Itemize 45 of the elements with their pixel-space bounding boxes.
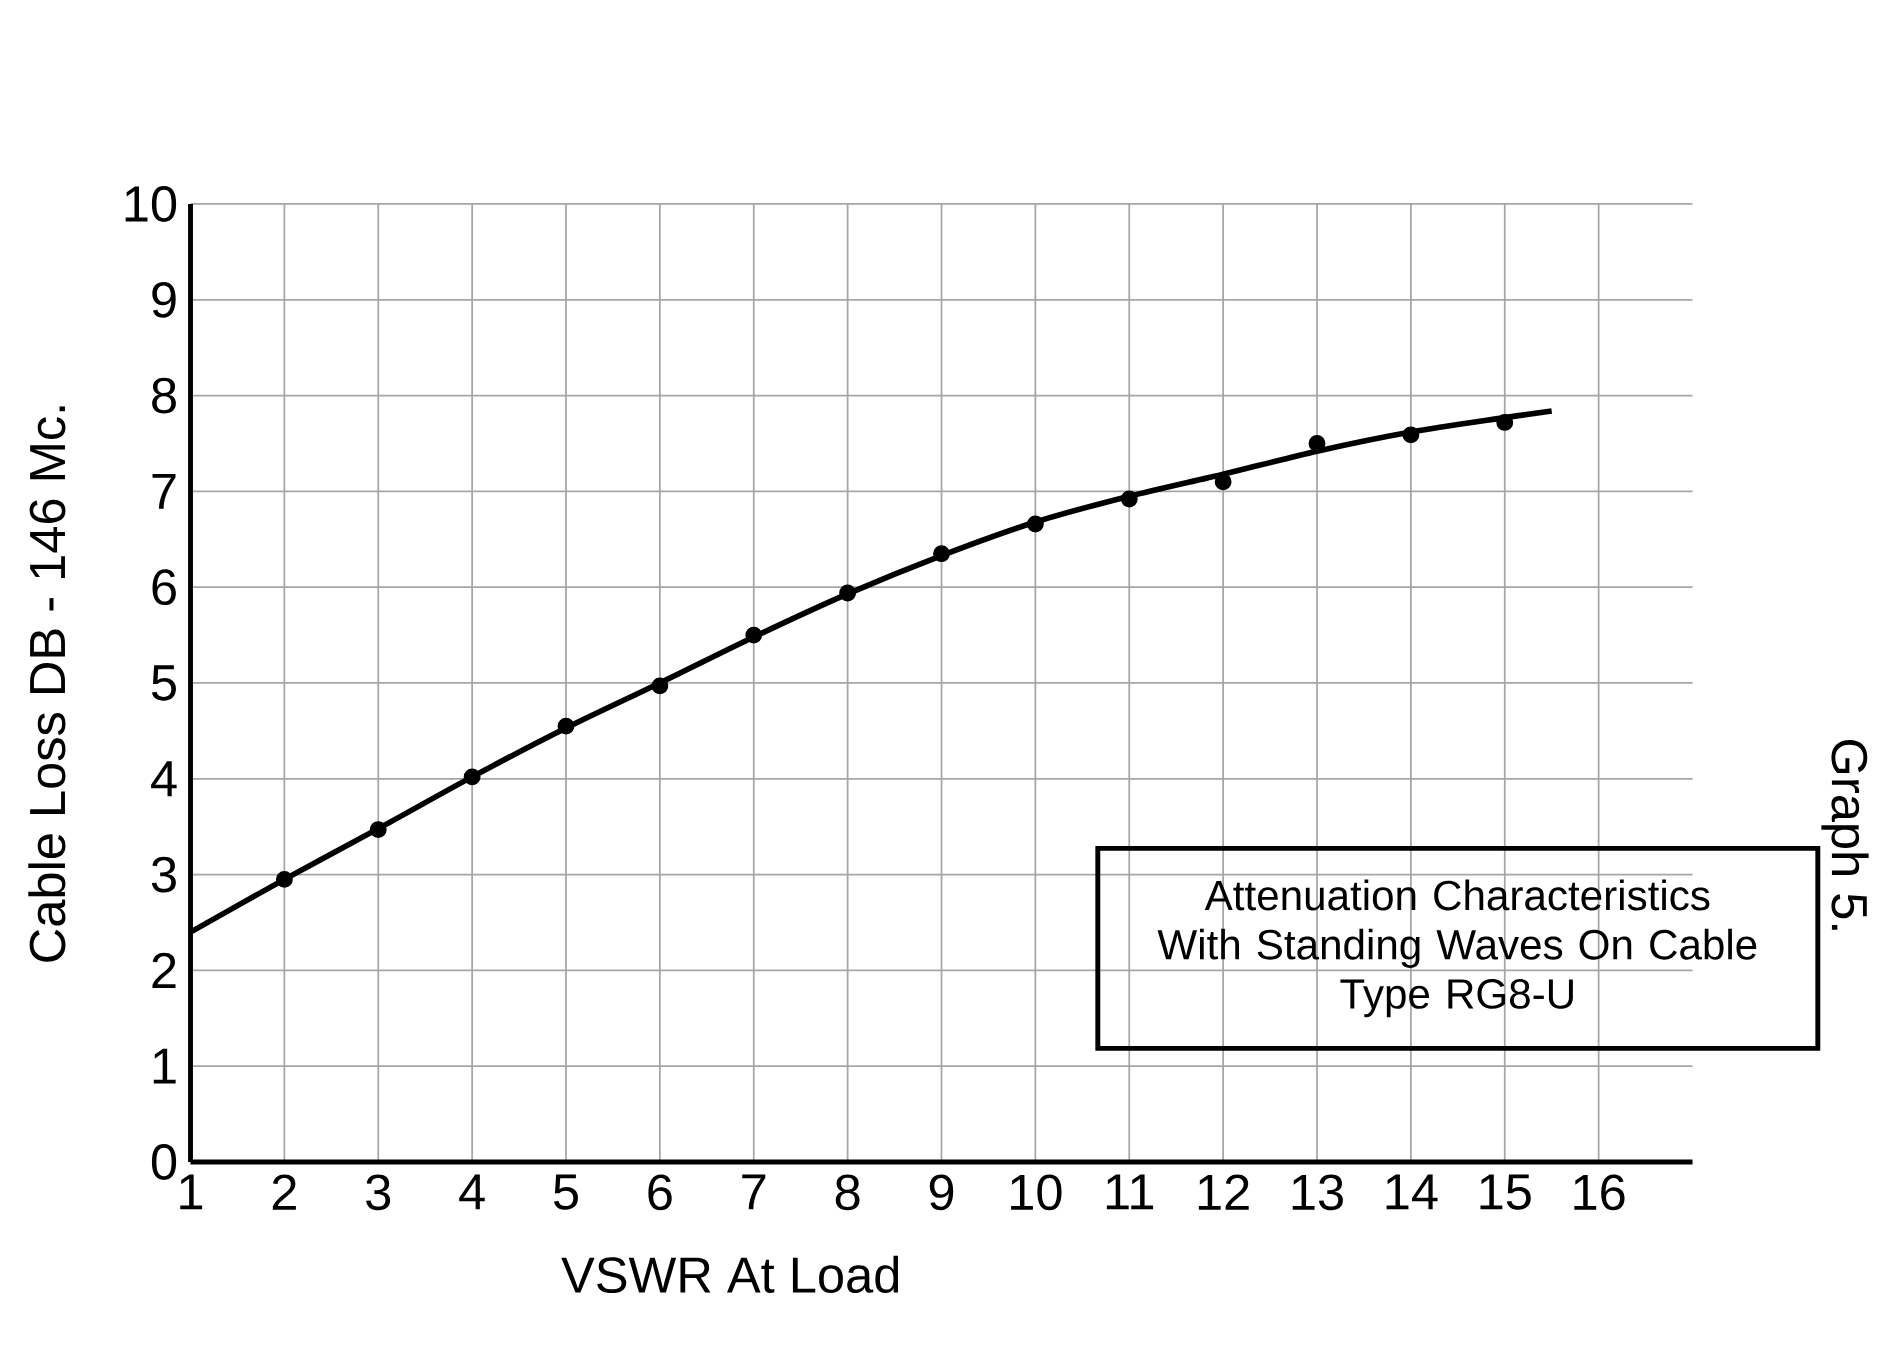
x-tick-label: 2 <box>272 1174 296 1210</box>
x-tick-label: 16 <box>1574 1174 1625 1211</box>
point <box>1308 435 1326 452</box>
x-tick-label: 3 <box>366 1174 391 1211</box>
point <box>1026 515 1044 533</box>
x-tick-label: 12 <box>1198 1174 1249 1210</box>
x-tick-label: 15 <box>1480 1174 1531 1210</box>
y-tick-label: 0 <box>151 1144 177 1180</box>
x-tick-label: 5 <box>553 1174 578 1210</box>
caption: Graph 5. <box>1821 740 1869 930</box>
x-tick-label: 13 <box>1292 1174 1343 1211</box>
y-tick-label: 4 <box>151 761 177 797</box>
point <box>933 545 950 563</box>
point <box>1214 473 1232 491</box>
x-tick-label: 14 <box>1386 1174 1438 1210</box>
x-tick-label: 11 <box>1106 1174 1154 1210</box>
y-tick-label: 10 <box>125 186 177 222</box>
point <box>557 717 575 735</box>
y-tick-label: 9 <box>152 281 176 318</box>
point <box>369 821 387 839</box>
point <box>463 768 481 786</box>
x-tick-label: 4 <box>459 1174 485 1210</box>
x-tick-label: 6 <box>648 1174 672 1211</box>
y-tick-label: 1 <box>153 1048 176 1084</box>
x-tick-label: 9 <box>929 1174 954 1211</box>
point <box>839 584 857 602</box>
point <box>1120 490 1138 508</box>
point <box>1402 426 1420 444</box>
y-tick-label: 2 <box>152 952 176 989</box>
x-tick-label: 10 <box>1011 1174 1062 1211</box>
x-tick-label: 8 <box>835 1174 860 1211</box>
y-tick-label: 7 <box>152 473 176 509</box>
y-tick-label: 6 <box>152 569 176 606</box>
x-tick-label: 1 <box>180 1174 203 1210</box>
point <box>1496 413 1514 431</box>
y-tick-label: 5 <box>151 665 176 701</box>
point <box>275 870 293 888</box>
point <box>651 677 669 695</box>
text: Attenuation Characteristics With Standing Waves On Cable Type RG8-U <box>1157 879 1757 1018</box>
y-axis-title: Cable Loss DB - 146 Mc. <box>28 406 66 962</box>
y-tick-label: 3 <box>151 856 176 893</box>
point <box>745 626 763 644</box>
y-tick-label: 8 <box>152 377 176 414</box>
x-tick-label: 7 <box>742 1174 766 1210</box>
x-axis-title: VSWR At Load <box>561 1255 899 1294</box>
